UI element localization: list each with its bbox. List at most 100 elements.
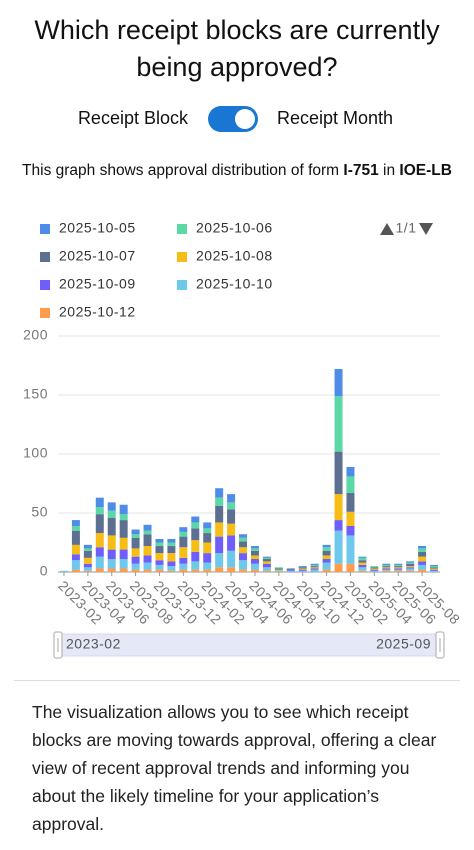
toggle-left-label[interactable]: Receipt Block: [77, 108, 188, 128]
bar-segment: [358, 570, 367, 572]
description: The visualization allows you to see whic…: [32, 702, 437, 834]
page-title: Which receipt blocks are currently being…: [34, 15, 440, 82]
bar-segment: [95, 507, 104, 515]
y-tick-label: 0: [40, 563, 48, 579]
legend-label[interactable]: 2025-10-12: [59, 304, 136, 320]
bar-segment: [358, 560, 367, 563]
bar-segment: [119, 568, 128, 572]
bar-segment: [143, 534, 152, 547]
bar-segment: [71, 569, 80, 572]
toggle-right-label[interactable]: Receipt Month: [277, 108, 394, 128]
legend-swatch[interactable]: [40, 280, 50, 290]
bar-segment: [346, 466, 355, 477]
bar-segment: [155, 564, 164, 570]
legend-label[interactable]: 2025-10-08: [196, 248, 273, 264]
bar-segment: [418, 569, 427, 572]
bar-segment: [382, 566, 391, 568]
bar-segment: [370, 570, 379, 572]
bar-segment: [71, 520, 80, 526]
bar-segment: [179, 536, 188, 548]
bar-segment: [358, 557, 367, 561]
legend-swatch[interactable]: [40, 252, 50, 262]
bar-segment: [382, 568, 391, 570]
bar-segment: [167, 561, 176, 567]
legend-page: 1/1: [396, 220, 417, 236]
bar-segment: [382, 563, 391, 565]
bar-segment: [310, 563, 319, 565]
bar-segment: [310, 567, 319, 569]
legend-next[interactable]: [419, 223, 433, 235]
bar-segment: [95, 497, 104, 508]
toggle-switch[interactable]: [208, 106, 258, 132]
bar-segment: [179, 547, 188, 558]
legend-swatch[interactable]: [177, 280, 187, 290]
bar-segment: [286, 568, 295, 570]
bar-segment: [262, 556, 271, 558]
bar-segment: [418, 564, 427, 570]
bar-segment: [191, 522, 200, 529]
bar-segment: [143, 524, 152, 531]
bar-segment: [203, 522, 212, 529]
bar-segment: [262, 563, 271, 568]
bar-segment: [215, 505, 224, 523]
bar-segment: [262, 559, 271, 562]
bar-segment: [227, 523, 236, 536]
legend-label[interactable]: 2025-10-05: [59, 220, 136, 236]
bar-segment: [239, 534, 248, 538]
bar-segment: [143, 546, 152, 556]
bar-segment: [203, 542, 212, 554]
legend-label[interactable]: 2025-10-10: [196, 276, 273, 292]
bar-segment: [346, 476, 355, 493]
bar-segment: [370, 566, 379, 568]
bar-segment: [310, 569, 319, 572]
bar-segment: [334, 520, 343, 531]
bar-segment: [203, 569, 212, 572]
legend-label[interactable]: 2025-10-09: [59, 276, 136, 292]
bar-segment: [215, 522, 224, 537]
bar-segment: [418, 551, 427, 557]
bar-segment: [394, 564, 403, 567]
bar-segment: [298, 570, 307, 572]
legend-label[interactable]: 2025-10-07: [59, 248, 136, 264]
bar-segment: [107, 502, 116, 511]
bar-segment: [119, 559, 128, 569]
bar-segment: [382, 567, 391, 569]
bar-segment: [262, 570, 271, 572]
bar-segment: [322, 544, 331, 548]
divider: [14, 680, 460, 681]
bar-segment: [370, 568, 379, 570]
bar-segment: [334, 530, 343, 564]
bar-segment: [250, 569, 259, 572]
bar-segment: [239, 569, 248, 572]
legend-label[interactable]: 2025-10-06: [196, 220, 273, 236]
bar-segment: [227, 494, 236, 503]
bar-segment: [95, 533, 104, 548]
bar-segment: [131, 537, 140, 549]
bar-segment: [167, 553, 176, 562]
legend-swatch[interactable]: [40, 308, 50, 318]
legend-swatch[interactable]: [177, 224, 187, 234]
bar-segment: [418, 561, 427, 565]
bar-segment: [83, 550, 92, 558]
bar-segment: [191, 540, 200, 552]
bar-segment: [131, 534, 140, 538]
caption-form: I-751: [343, 162, 379, 179]
bar-segment: [191, 569, 200, 572]
bar-segment: [155, 538, 164, 543]
bar-segment: [215, 488, 224, 498]
bar-segment: [286, 570, 295, 572]
bar-segment: [382, 564, 391, 567]
bar-segment: [310, 566, 319, 568]
bar-segment: [131, 529, 140, 535]
bar-segment: [215, 567, 224, 572]
legend-swatch[interactable]: [40, 224, 50, 234]
toggle-knob: [235, 109, 255, 129]
bar-segment: [262, 567, 271, 571]
bar-segment: [322, 550, 331, 556]
bar-segment: [250, 550, 259, 556]
legend-prev[interactable]: [380, 223, 394, 235]
legend-swatch[interactable]: [177, 252, 187, 262]
bar-segment: [227, 550, 236, 568]
y-tick-label: 100: [23, 445, 48, 461]
